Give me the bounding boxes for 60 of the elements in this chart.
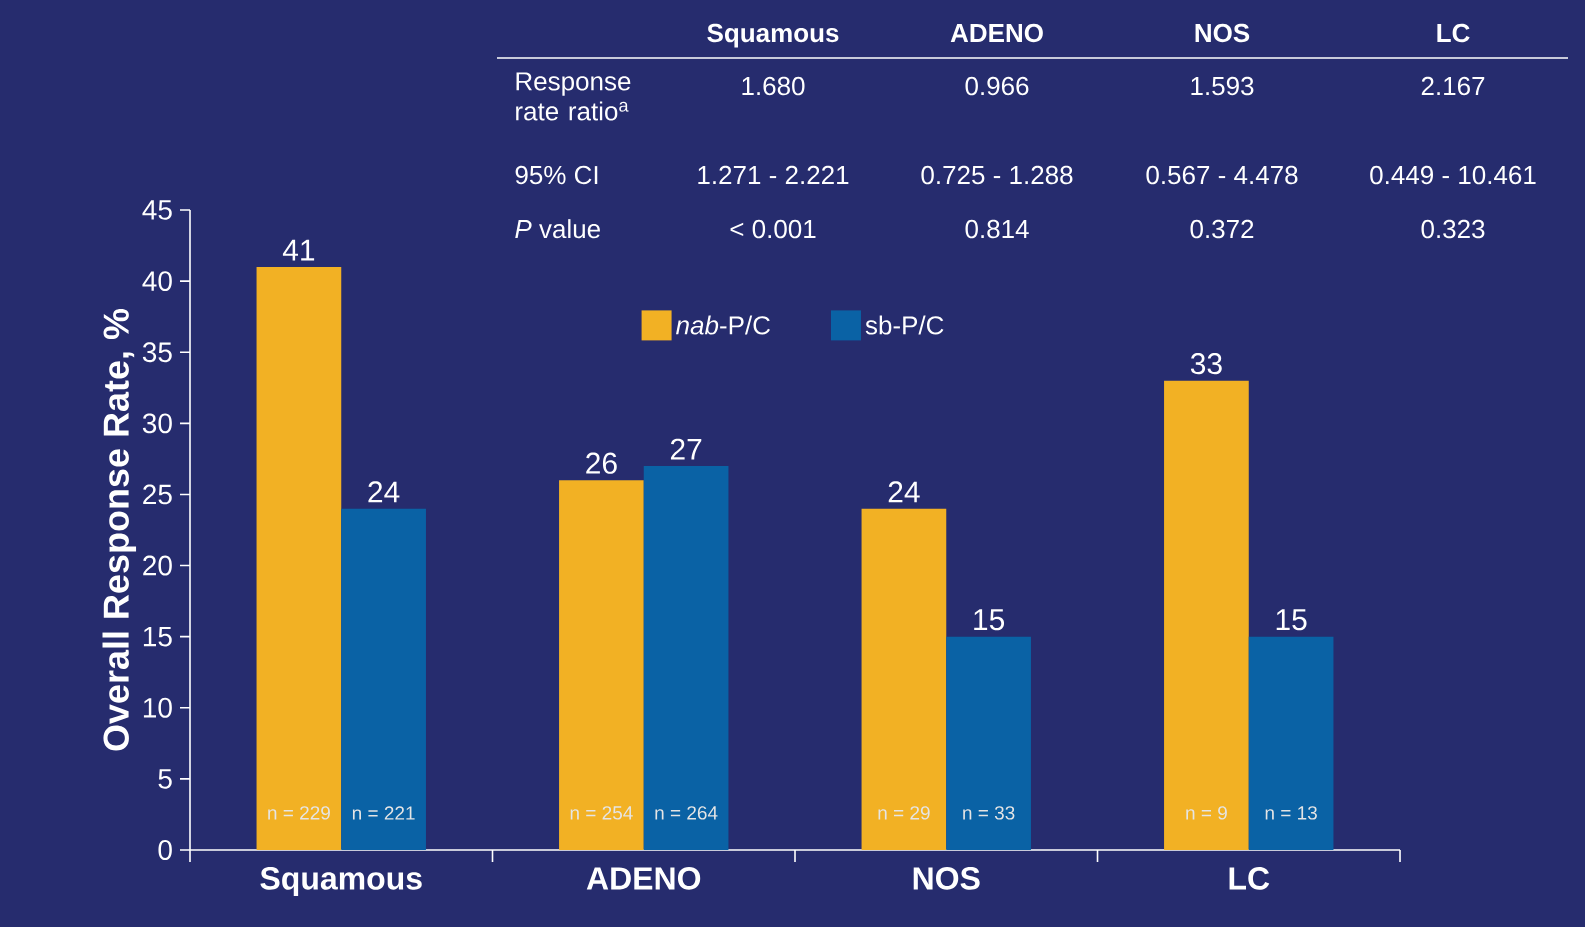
- y-tick-label: 5: [158, 769, 172, 789]
- text: 0.725 - 1.288: [921, 165, 1073, 185]
- text: 1.680: [742, 76, 805, 96]
- y-axis-title: Overall Response Rate, %: [102, 308, 137, 751]
- legend-label: sb-P/C: [865, 315, 944, 335]
- text: 1.593: [1191, 76, 1254, 96]
- y-tick-label: 0: [158, 840, 172, 860]
- data-label: 33: [1190, 353, 1222, 375]
- y-tick-label: 10: [143, 697, 172, 718]
- y-tick-label: 15: [143, 626, 172, 647]
- text: 0.323: [1421, 219, 1485, 239]
- data-label: 27: [670, 438, 702, 460]
- text: LC: [1437, 23, 1470, 43]
- y-tick-label: 45: [142, 200, 172, 220]
- annotation: n = 9: [1186, 806, 1227, 820]
- data-label: 26: [586, 452, 617, 474]
- data-label: 41: [282, 239, 315, 261]
- text: 0.966: [965, 76, 1029, 96]
- text: ADENO: [950, 23, 1043, 43]
- annotation: n = 29: [878, 806, 930, 820]
- bar: [1248, 636, 1334, 850]
- bar: [341, 508, 426, 850]
- data-label: 15: [974, 609, 1005, 631]
- x-tick-label: ADENO: [586, 867, 701, 890]
- x-tick-label: Squamous: [260, 867, 422, 897]
- data-label: 24: [368, 481, 400, 503]
- annotation: n = 229: [268, 806, 330, 820]
- y-tick-label: 20: [143, 555, 172, 576]
- text: Squamous: [707, 23, 839, 48]
- text: Response rate ratio$^{a}$: [516, 72, 631, 121]
- y-tick-label: 25: [143, 484, 172, 505]
- x-tick-label: LC: [1229, 867, 1270, 890]
- x-tick-label: NOS: [913, 867, 980, 890]
- bar: [861, 508, 947, 850]
- text: 1.271 - 2.221: [698, 165, 849, 184]
- y-tick-label: 30: [142, 413, 172, 434]
- bar: [559, 480, 644, 850]
- annotation: P value: [515, 219, 600, 239]
- annotation: n = 33: [963, 806, 1015, 820]
- text: 0.449 - 10.461: [1370, 165, 1536, 185]
- y-tick-label: 40: [142, 271, 172, 292]
- annotation: n = 221: [352, 806, 415, 820]
- bar: [643, 466, 729, 850]
- text: 95% CI: [515, 165, 598, 185]
- text: 2.167: [1421, 76, 1485, 96]
- y-tick-label: 35: [142, 342, 172, 363]
- legend-label: nab-P/C: [676, 315, 770, 335]
- text: 0.567 - 4.478: [1146, 165, 1298, 185]
- annotation: 0.814: [965, 219, 1029, 239]
- annotation: 0.372: [1190, 219, 1254, 239]
- data-label: 24: [888, 481, 920, 503]
- bar: [1164, 380, 1249, 850]
- bar: [946, 636, 1031, 850]
- text: NOS: [1195, 23, 1250, 43]
- annotation: n = 254: [570, 806, 633, 820]
- annotation: n = 264: [655, 806, 718, 820]
- annotation: n = 13: [1265, 806, 1317, 820]
- data-label: 15: [1276, 609, 1307, 631]
- bar: [256, 266, 342, 850]
- annotation: < 0.001: [730, 219, 816, 239]
